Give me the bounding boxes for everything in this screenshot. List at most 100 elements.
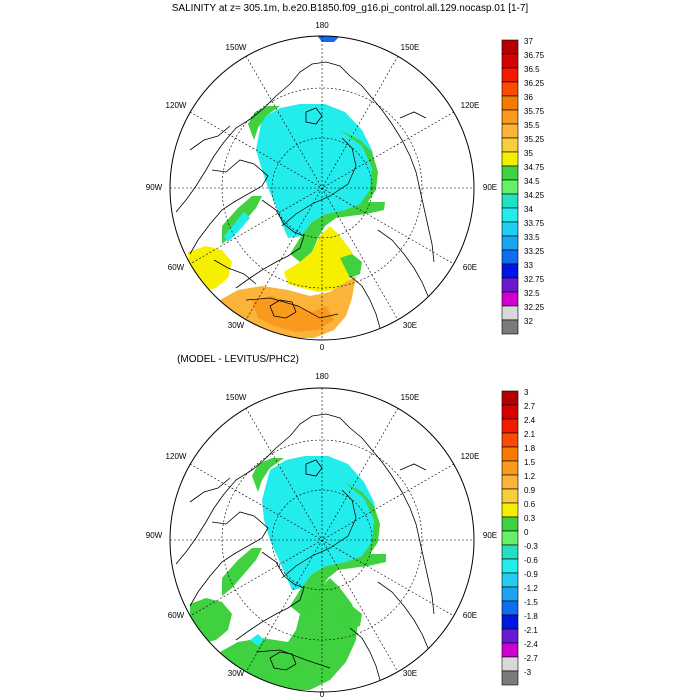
colorbar-swatch <box>501 137 519 153</box>
atlantic-green-field <box>220 578 358 690</box>
colorbar-label: 3 <box>524 388 529 397</box>
lon-label-90w: 90W <box>146 531 163 540</box>
colorbar-label: 35 <box>524 149 533 158</box>
colorbar-swatch <box>501 249 519 265</box>
colorbar-label: 2.1 <box>524 430 536 439</box>
colorbar-swatch <box>501 530 519 546</box>
map-boundary <box>169 35 475 341</box>
colorbar-label: 35.25 <box>524 135 545 144</box>
coastlines <box>175 413 435 681</box>
colorbar-label: 35.5 <box>524 121 540 130</box>
panel-difference: (MODEL - LEVITUS/PHC2) <box>146 354 539 699</box>
colorbar-label: 35.75 <box>524 107 545 116</box>
colorbar-swatch <box>501 95 519 111</box>
colorbar-swatch <box>501 67 519 83</box>
colorbar-swatch <box>501 670 519 686</box>
colorbar-swatch <box>501 305 519 321</box>
lon-label-60w: 60W <box>168 263 185 272</box>
colorbar-label: 36 <box>524 93 533 102</box>
lon-label-150e: 150E <box>401 393 420 402</box>
colorbar-swatch <box>501 656 519 672</box>
colorbar-swatch <box>501 418 519 434</box>
lon-label-30e: 30E <box>403 669 417 678</box>
colorbar-swatch <box>501 404 519 420</box>
graticule <box>170 388 474 692</box>
colorbar-label: 37 <box>524 37 533 46</box>
lon-label-30w: 30W <box>228 669 245 678</box>
colorbar-swatch <box>501 628 519 644</box>
map-boundary <box>169 387 475 693</box>
colorbar-swatch <box>501 474 519 490</box>
graticule <box>170 36 474 340</box>
lon-label-90w: 90W <box>146 183 163 192</box>
colorbar-swatch <box>501 390 519 406</box>
colorbar-swatch <box>501 123 519 139</box>
colorbar-label: 32 <box>524 317 533 326</box>
colorbar-swatch <box>501 39 519 55</box>
colorbar-label: -2.7 <box>524 654 538 663</box>
lon-label-120e: 120E <box>461 452 480 461</box>
panel-salinity: SALINITY at z= 305.1m, b.e20.B1850.f09_g… <box>146 3 545 352</box>
lon-label-60w: 60W <box>168 611 185 620</box>
colorbar-label: -2.4 <box>524 640 538 649</box>
colorbar-label: 1.8 <box>524 444 536 453</box>
lon-label-30e: 30E <box>403 321 417 330</box>
colorbar-salinity: 37 36.75 36.5 36.25 36 35.75 35.5 35.25 35 34.75 3… <box>501 37 545 335</box>
green-margin-field <box>290 482 386 614</box>
colorbar-label: -0.6 <box>524 556 538 565</box>
lon-label-180: 180 <box>315 21 329 30</box>
panel-title: SALINITY at z= 305.1m, b.e20.B1850.f09_g… <box>172 3 529 14</box>
colorbar-swatch <box>501 263 519 279</box>
colorbar-swatch <box>501 544 519 560</box>
colorbar-swatch <box>501 432 519 448</box>
lon-label-150w: 150W <box>226 393 247 402</box>
colorbar-swatch <box>501 207 519 223</box>
lon-label-30w: 30W <box>228 321 245 330</box>
colorbar-swatch <box>501 277 519 293</box>
lon-label-60e: 60E <box>463 263 477 272</box>
green-margin-field <box>290 130 385 262</box>
lon-label-120w: 120W <box>166 452 187 461</box>
colorbar-swatch <box>501 600 519 616</box>
colorbar-swatch <box>501 291 519 307</box>
colorbar-swatch <box>501 642 519 658</box>
colorbar-swatch <box>501 558 519 574</box>
lon-label-90e: 90E <box>483 183 497 192</box>
colorbar-label: 36.5 <box>524 65 540 74</box>
colorbar-label: 33.5 <box>524 233 540 242</box>
colorbar-label: 34.5 <box>524 177 540 186</box>
colorbar-label: 2.7 <box>524 402 536 411</box>
lon-label-180: 180 <box>315 372 329 381</box>
colorbar-swatch <box>501 446 519 462</box>
colorbar-label: 0 <box>524 528 529 537</box>
colorbar-swatch <box>501 516 519 532</box>
colorbar-label: 33.25 <box>524 247 545 256</box>
colorbar-swatch <box>501 151 519 167</box>
colorbar-label: -3 <box>524 668 532 677</box>
colorbar-swatch <box>501 109 519 125</box>
colorbar-label: 36.75 <box>524 51 545 60</box>
colorbar-swatch <box>501 319 519 335</box>
coastlines <box>175 61 435 329</box>
colorbar-label: 1.2 <box>524 472 536 481</box>
lon-label-0: 0 <box>320 343 325 352</box>
colorbar-label: 0.6 <box>524 500 536 509</box>
panel-title: (MODEL - LEVITUS/PHC2) <box>177 354 299 365</box>
colorbar-label: 33.75 <box>524 219 545 228</box>
colorbar-swatch <box>501 502 519 518</box>
colorbar-label: -0.3 <box>524 542 538 551</box>
colorbar-label: -0.9 <box>524 570 538 579</box>
colorbar-label: 32.5 <box>524 289 540 298</box>
colorbar-label: 0.3 <box>524 514 536 523</box>
colorbar-swatch <box>501 193 519 209</box>
map-salinity <box>169 35 475 341</box>
lon-label-60e: 60E <box>463 611 477 620</box>
colorbar-swatch <box>501 221 519 237</box>
lon-label-120e: 120E <box>461 101 480 110</box>
colorbar-label: -2.1 <box>524 626 538 635</box>
colorbar-label: 34.75 <box>524 163 545 172</box>
colorbar-swatch <box>501 165 519 181</box>
colorbar-swatch <box>501 614 519 630</box>
colorbar-label: 2.4 <box>524 416 536 425</box>
colorbar-swatch <box>501 81 519 97</box>
